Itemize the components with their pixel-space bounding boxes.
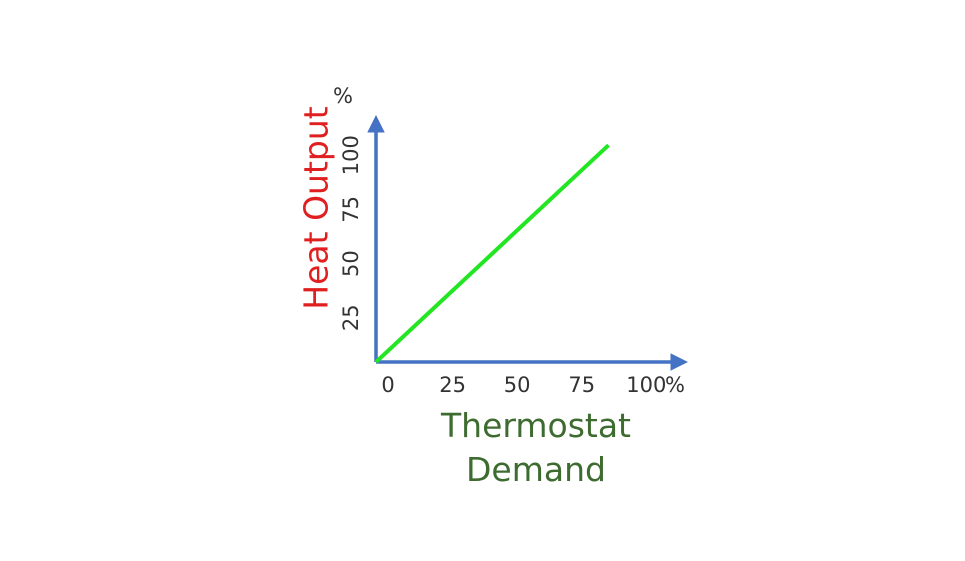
x-unit: %	[665, 373, 685, 397]
x-tick-label: 75	[568, 373, 595, 397]
y-tick-label: 50	[339, 250, 363, 277]
y-unit: %	[333, 84, 353, 108]
x-axis-title: Thermostat Demand	[441, 406, 631, 489]
data-line	[374, 143, 610, 364]
x-tick-label: 25	[439, 373, 466, 397]
y-tick-label: 100	[339, 135, 363, 175]
x-tick-label: 100	[626, 373, 666, 397]
y-tick-label: 25	[339, 304, 363, 331]
x-tick-label: 0	[381, 373, 394, 397]
x-tick-label: 50	[504, 373, 531, 397]
y-tick-label: 75	[339, 196, 363, 223]
y-axis-title: Heat Output	[297, 106, 336, 309]
